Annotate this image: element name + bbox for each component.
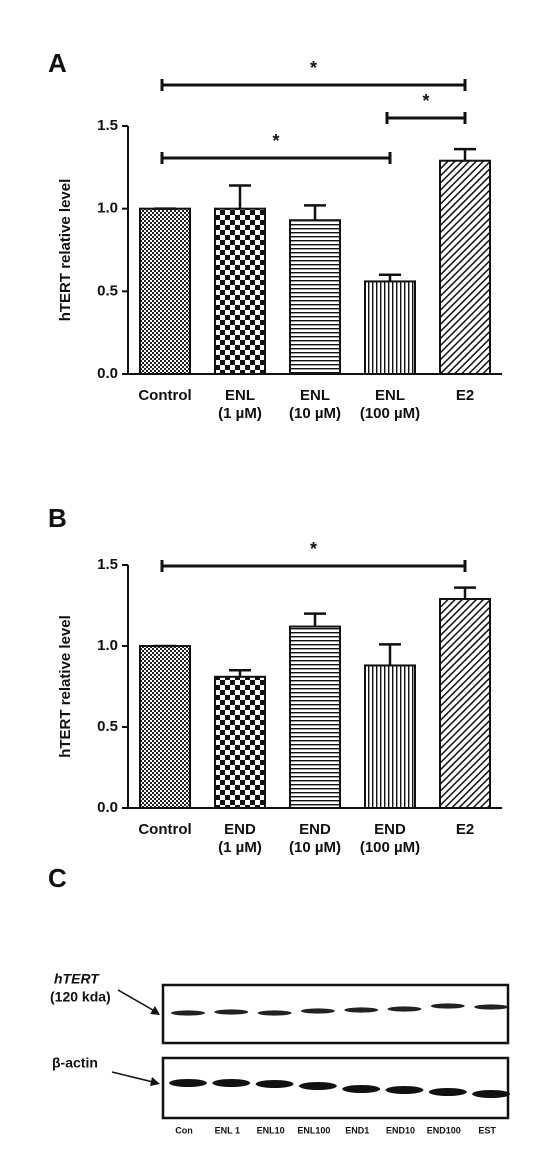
x-tick-label: E2 <box>456 387 474 404</box>
x-tick-label: END <box>374 821 406 838</box>
lane-label: END10 <box>386 1125 415 1135</box>
bar <box>214 675 266 810</box>
significance-bracket <box>160 560 467 572</box>
lane-label: ENL 1 <box>215 1125 240 1135</box>
band <box>171 1010 205 1016</box>
x-tick-label: Control <box>138 387 191 404</box>
significance-bracket <box>160 79 467 91</box>
bar <box>289 625 341 809</box>
band <box>430 1003 465 1009</box>
bar <box>139 645 191 809</box>
error-bar <box>304 612 326 627</box>
x-tick-label: ENL <box>225 387 255 404</box>
row-sublabel: (120 kda) <box>50 989 111 1005</box>
error-bar <box>454 586 476 600</box>
x-tick-label: Control <box>138 821 191 838</box>
blot-box <box>161 983 510 1045</box>
bar <box>139 207 191 375</box>
band <box>428 1088 467 1096</box>
band <box>214 1009 249 1015</box>
bar <box>364 664 416 809</box>
band <box>474 1004 509 1010</box>
x-tick-label: (100 µM) <box>360 405 420 422</box>
panel-label: C <box>48 863 67 893</box>
bar <box>364 280 416 375</box>
y-axis-label: hTERT relative level <box>57 615 74 758</box>
band <box>298 1082 337 1090</box>
x-tick-label: (1 µM) <box>218 405 262 422</box>
y-tick-label: 1.5 <box>97 556 118 573</box>
error-bar <box>229 184 251 209</box>
lane-label: END100 <box>427 1125 461 1135</box>
y-tick-label: 0.0 <box>97 799 118 816</box>
y-tick-label: 1.0 <box>97 200 118 217</box>
x-tick-label: END <box>299 821 331 838</box>
error-bar <box>379 643 401 666</box>
y-tick-label: 0.5 <box>97 718 118 735</box>
x-tick-label: (1 µM) <box>218 839 262 856</box>
row-label: hTERT <box>54 971 100 987</box>
bar <box>289 219 341 375</box>
row-label: β-actin <box>52 1055 98 1071</box>
significance-bracket <box>160 152 392 164</box>
significance-label: * <box>310 539 317 559</box>
y-tick-label: 1.5 <box>97 117 118 134</box>
y-tick-label: 0.5 <box>97 282 118 299</box>
arrow-head <box>150 1077 160 1086</box>
y-tick-label: 1.0 <box>97 637 118 654</box>
band <box>257 1010 292 1016</box>
x-tick-label: ENL <box>375 387 405 404</box>
significance-label: * <box>422 91 429 111</box>
lane-label: Con <box>175 1125 193 1135</box>
band <box>212 1079 251 1087</box>
band <box>342 1085 381 1093</box>
band <box>344 1007 379 1013</box>
y-axis-label: hTERT relative level <box>57 179 74 322</box>
bar <box>439 159 491 375</box>
x-tick-label: (10 µM) <box>289 405 341 422</box>
error-bar <box>379 273 401 282</box>
x-tick-label: (100 µM) <box>360 839 420 856</box>
lane-label: EST <box>478 1125 496 1135</box>
blot-box <box>161 1056 510 1120</box>
panel-label: B <box>48 503 67 533</box>
y-tick-label: 0.0 <box>97 365 118 382</box>
bar <box>439 598 491 810</box>
x-tick-label: E2 <box>456 821 474 838</box>
arrow <box>111 1071 158 1084</box>
arrow <box>117 989 159 1014</box>
blot-frame <box>111 983 510 1120</box>
x-tick-label: END <box>224 821 256 838</box>
x-tick-label: ENL <box>300 387 330 404</box>
lane-label: ENL100 <box>297 1125 330 1135</box>
band <box>385 1086 424 1094</box>
band <box>387 1006 422 1012</box>
lane-label: END1 <box>345 1125 369 1135</box>
error-bar <box>304 204 326 221</box>
significance-label: * <box>272 131 279 151</box>
significance-bracket <box>385 112 467 124</box>
lane-label: ENL10 <box>257 1125 285 1135</box>
bar <box>214 207 266 375</box>
error-bar <box>229 669 251 677</box>
arrow-head <box>150 1006 160 1015</box>
band <box>472 1090 511 1098</box>
band <box>300 1008 335 1014</box>
x-tick-label: (10 µM) <box>289 839 341 856</box>
significance-label: * <box>310 58 317 78</box>
panel-label: A <box>48 48 67 78</box>
error-bar <box>454 147 476 161</box>
band <box>255 1080 294 1088</box>
band <box>169 1079 207 1087</box>
